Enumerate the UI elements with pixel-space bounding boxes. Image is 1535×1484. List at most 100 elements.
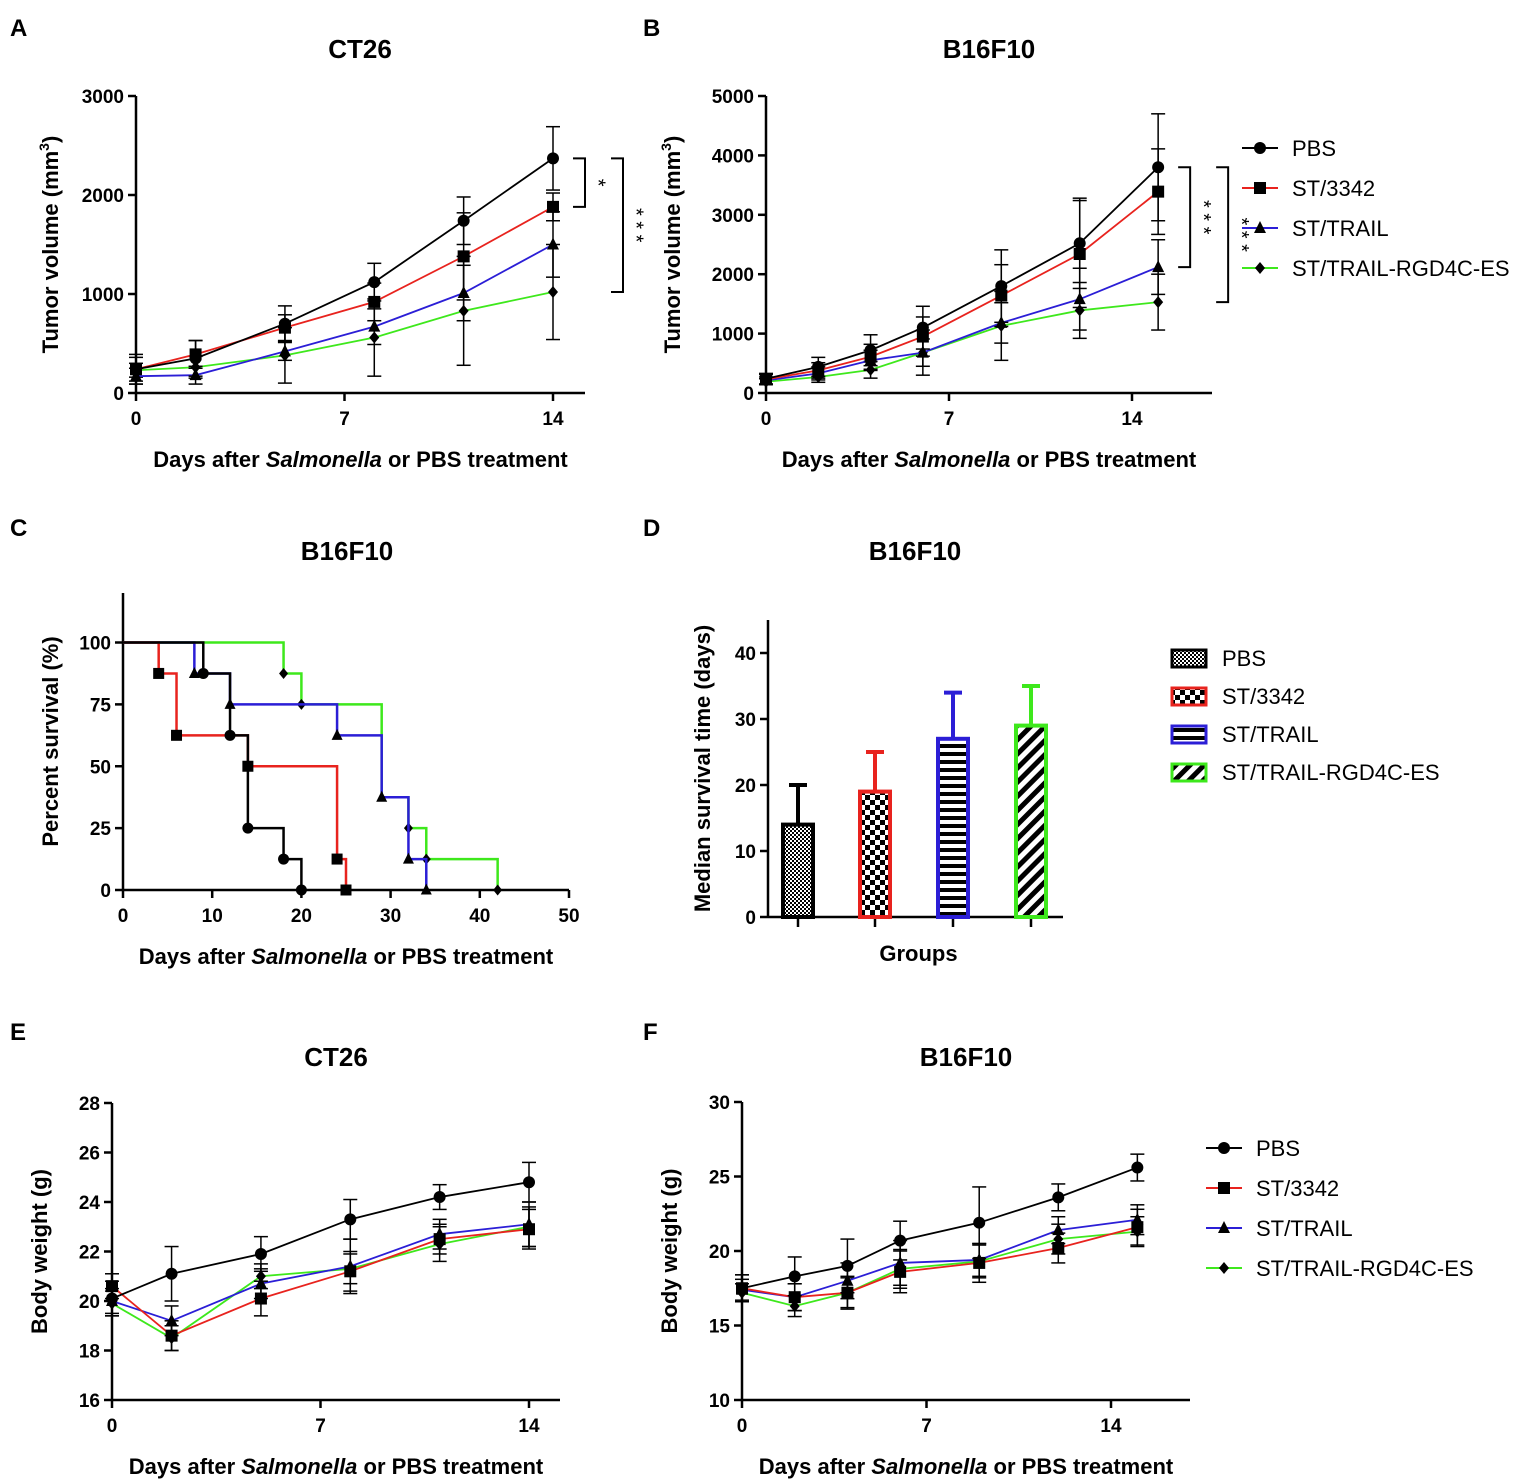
data-point bbox=[130, 363, 142, 376]
legend-item-st-trail-rgd4c-es: ST/TRAIL-RGD4C-ES bbox=[1206, 1256, 1474, 1281]
data-point bbox=[1153, 296, 1164, 309]
x-axis-label-italic: Salmonella bbox=[871, 1454, 987, 1479]
series-line bbox=[111, 1181, 530, 1300]
legend-item-st-trail-rgd4c-es: ST/TRAIL-RGD4C-ES bbox=[1242, 256, 1510, 281]
x-tick-label: 14 bbox=[1121, 409, 1143, 430]
x-tick-label: 7 bbox=[315, 1416, 326, 1437]
y-tick-label: 0 bbox=[113, 384, 124, 405]
y-tick-label: 20 bbox=[735, 776, 756, 797]
x-tick-label: 7 bbox=[944, 409, 955, 430]
chart-title: B16F10 bbox=[869, 536, 962, 566]
y-tick-label: 25 bbox=[709, 1168, 731, 1189]
x-tick-label: 0 bbox=[118, 906, 129, 927]
data-point bbox=[278, 317, 291, 330]
legend-label: ST/TRAIL-RGD4C-ES bbox=[1222, 760, 1440, 785]
legend-marker bbox=[1255, 262, 1265, 274]
legend-marker bbox=[1219, 1262, 1229, 1274]
x-axis-label-italic: Salmonella bbox=[266, 447, 382, 472]
survival-point bbox=[331, 728, 343, 740]
y-axis-label-text: Median survival time (days) bbox=[690, 625, 715, 912]
legend-item-st-trail: ST/TRAIL bbox=[1170, 722, 1319, 747]
bar-st-3342 bbox=[858, 750, 892, 927]
data-point bbox=[1052, 1191, 1065, 1204]
x-tick-label: 0 bbox=[761, 409, 772, 430]
data-point bbox=[165, 1313, 178, 1326]
survival-point bbox=[402, 852, 414, 864]
x-tick-label: 7 bbox=[921, 1416, 932, 1437]
chart-title: B16F10 bbox=[301, 536, 394, 566]
legend-marker bbox=[1254, 142, 1266, 154]
series-line bbox=[765, 266, 1159, 382]
x-tick-label: 30 bbox=[380, 906, 401, 927]
y-axis-label-sup: 3 bbox=[658, 143, 674, 151]
x-tick-label: 40 bbox=[469, 906, 490, 927]
y-tick-label: 18 bbox=[79, 1342, 100, 1363]
panel-letter-b: B bbox=[643, 15, 660, 42]
data-point bbox=[189, 352, 202, 365]
chart-title: CT26 bbox=[304, 1042, 368, 1072]
data-point bbox=[523, 1223, 535, 1236]
y-tick-label: 4000 bbox=[712, 146, 754, 167]
x-axis-label: Days after Salmonella or PBS treatment bbox=[139, 944, 554, 969]
data-point bbox=[1052, 1242, 1065, 1255]
legend-label: ST/TRAIL bbox=[1222, 722, 1319, 747]
data-point bbox=[523, 1176, 535, 1189]
series-pbs bbox=[759, 113, 1166, 385]
legend-b: PBS ST/3342 ST/TRAIL ST/TRAIL-RGD4C-ES bbox=[1242, 136, 1510, 281]
data-point bbox=[1152, 260, 1165, 273]
data-point bbox=[788, 1291, 801, 1304]
y-axis-label: Body weight (g) bbox=[657, 1169, 682, 1334]
y-tick-label: 3000 bbox=[82, 87, 124, 108]
y-tick-label: 15 bbox=[709, 1317, 731, 1338]
series-line bbox=[111, 1228, 530, 1337]
data-point bbox=[368, 319, 381, 332]
significance-label: * * * bbox=[625, 208, 647, 243]
x-axis-label-part: or PBS treatment bbox=[367, 944, 553, 969]
data-point bbox=[165, 1267, 178, 1280]
data-point bbox=[368, 276, 381, 289]
data-point bbox=[278, 344, 291, 357]
bar-st-trail-rgd4c-es bbox=[1014, 684, 1048, 927]
data-point bbox=[864, 344, 877, 357]
series-line bbox=[135, 206, 554, 371]
y-tick-label: 2000 bbox=[712, 265, 754, 286]
data-point bbox=[973, 1216, 986, 1229]
data-point bbox=[812, 360, 825, 373]
y-axis-label-sup: 3 bbox=[36, 143, 52, 151]
data-point bbox=[916, 321, 929, 334]
y-tick-label: 5000 bbox=[712, 87, 754, 108]
x-axis-label-part: Days after bbox=[782, 447, 895, 472]
series-st-trail bbox=[123, 641, 432, 895]
legend-item-pbs: PBS bbox=[1242, 136, 1336, 161]
x-tick-label: 14 bbox=[1100, 1416, 1122, 1437]
bar-rect bbox=[781, 822, 815, 919]
bar-pbs bbox=[781, 783, 815, 927]
bar-rect bbox=[858, 789, 892, 919]
y-tick-label: 2000 bbox=[82, 186, 124, 207]
legend-marker bbox=[1218, 1142, 1230, 1154]
legend-marker bbox=[1218, 1182, 1230, 1194]
panel-c: C B16F10 0 25 50 75 100 Percent survival (%) 0 10… bbox=[10, 515, 580, 969]
panel-f: F B16F10 10 15 20 25 30 Body weight (g) 0 7 14 Days… bbox=[643, 1019, 1190, 1479]
legend-marker bbox=[1218, 1221, 1230, 1233]
panel-letter-f: F bbox=[643, 1019, 658, 1046]
x-axis-label-part: Days after bbox=[759, 1454, 872, 1479]
data-point bbox=[106, 1292, 118, 1305]
legend-swatch bbox=[1170, 648, 1208, 669]
data-point bbox=[547, 152, 559, 165]
x-tick-label: 7 bbox=[339, 409, 350, 430]
y-axis-label: Median survival time (days) bbox=[690, 625, 715, 912]
survival-point bbox=[420, 883, 432, 895]
legend-item-pbs: PBS bbox=[1170, 646, 1266, 671]
series-line bbox=[111, 1223, 530, 1322]
data-point bbox=[368, 295, 381, 308]
chart-title: B16F10 bbox=[920, 1042, 1013, 1072]
series-st-3342 bbox=[123, 641, 352, 896]
x-tick-label: 14 bbox=[542, 409, 564, 430]
significance-label: * * * bbox=[1192, 200, 1214, 235]
legend-label: PBS bbox=[1256, 1136, 1300, 1161]
survival-point bbox=[278, 853, 290, 865]
series-line bbox=[135, 291, 554, 372]
y-tick-label: 75 bbox=[90, 695, 112, 716]
